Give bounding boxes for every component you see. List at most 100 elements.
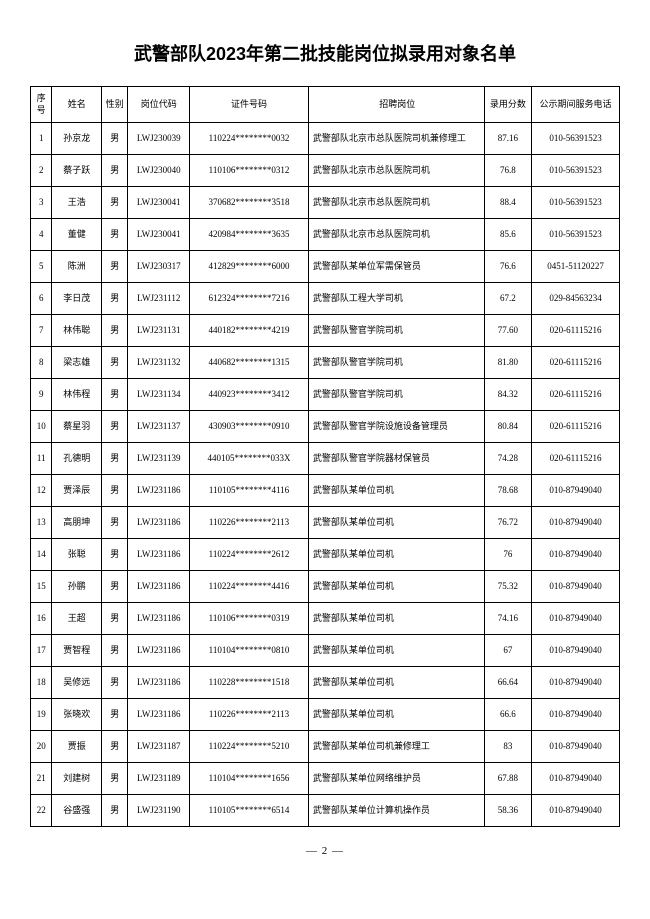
cell: 男 xyxy=(102,507,128,539)
cell: 男 xyxy=(102,123,128,155)
cell: 男 xyxy=(102,795,128,827)
cell: 110224********2612 xyxy=(190,539,309,571)
cell: 010-56391523 xyxy=(532,219,620,251)
cell: 110105********4116 xyxy=(190,475,309,507)
cell: LWJ230039 xyxy=(128,123,190,155)
table-row: 9林伟程男LWJ231134440923********3412武警部队警官学院… xyxy=(31,379,620,411)
cell: 7 xyxy=(31,315,52,347)
cell: 王浩 xyxy=(52,187,102,219)
cell: LWJ231186 xyxy=(128,699,190,731)
cell: 武警部队警官学院设施设备管理员 xyxy=(308,411,484,443)
cell: 87.16 xyxy=(484,123,532,155)
cell: 80.84 xyxy=(484,411,532,443)
table-row: 11孔德明男LWJ231139440105********033X武警部队警官学… xyxy=(31,443,620,475)
cell: LWJ230041 xyxy=(128,187,190,219)
cell: 孔德明 xyxy=(52,443,102,475)
cell: 16 xyxy=(31,603,52,635)
cell: 武警部队某单位军需保管员 xyxy=(308,251,484,283)
cell: 74.16 xyxy=(484,603,532,635)
cell: LWJ230317 xyxy=(128,251,190,283)
cell: 85.6 xyxy=(484,219,532,251)
cell: 男 xyxy=(102,475,128,507)
cell: 66.6 xyxy=(484,699,532,731)
cell: 430903********0910 xyxy=(190,411,309,443)
table-row: 13高朋坤男LWJ231186110226********2113武警部队某单位… xyxy=(31,507,620,539)
cell: 男 xyxy=(102,283,128,315)
cell: 020-61115216 xyxy=(532,347,620,379)
cell: 010-87949040 xyxy=(532,635,620,667)
cell: 李日茂 xyxy=(52,283,102,315)
cell: 男 xyxy=(102,251,128,283)
page-number: — 2 — xyxy=(30,845,620,857)
cell: LWJ231186 xyxy=(128,507,190,539)
cell: LWJ231112 xyxy=(128,283,190,315)
cell: 83 xyxy=(484,731,532,763)
cell: 76.6 xyxy=(484,251,532,283)
cell: 男 xyxy=(102,411,128,443)
cell: 武警部队警官学院司机 xyxy=(308,315,484,347)
cell: 武警部队某单位司机 xyxy=(308,699,484,731)
cell: 男 xyxy=(102,315,128,347)
cell: 010-87949040 xyxy=(532,763,620,795)
cell: LWJ231137 xyxy=(128,411,190,443)
cell: 武警部队某单位网络维护员 xyxy=(308,763,484,795)
cell: 董健 xyxy=(52,219,102,251)
cell: 武警部队某单位司机 xyxy=(308,539,484,571)
table-row: 12贾泽辰男LWJ231186110105********4116武警部队某单位… xyxy=(31,475,620,507)
cell: 010-87949040 xyxy=(532,507,620,539)
cell: LWJ231139 xyxy=(128,443,190,475)
cell: 010-56391523 xyxy=(532,123,620,155)
cell: 刘建树 xyxy=(52,763,102,795)
cell: 8 xyxy=(31,347,52,379)
cell: 10 xyxy=(31,411,52,443)
cell: 6 xyxy=(31,283,52,315)
cell: LWJ231131 xyxy=(128,315,190,347)
cell: 9 xyxy=(31,379,52,411)
cell: 67 xyxy=(484,635,532,667)
cell: 21 xyxy=(31,763,52,795)
cell: 武警部队工程大学司机 xyxy=(308,283,484,315)
cell: 蔡星羽 xyxy=(52,411,102,443)
table-row: 14张聪男LWJ231186110224********2612武警部队某单位司… xyxy=(31,539,620,571)
cell: 贾泽辰 xyxy=(52,475,102,507)
cell: 武警部队某单位司机 xyxy=(308,571,484,603)
cell: 3 xyxy=(31,187,52,219)
cell: 020-61115216 xyxy=(532,315,620,347)
cell: 张聪 xyxy=(52,539,102,571)
cell: 110228********1518 xyxy=(190,667,309,699)
cell: 武警部队北京市总队医院司机兼修理工 xyxy=(308,123,484,155)
cell: 110224********5210 xyxy=(190,731,309,763)
table-row: 3王浩男LWJ230041370682********3518武警部队北京市总队… xyxy=(31,187,620,219)
cell: 张晓欢 xyxy=(52,699,102,731)
cell: 男 xyxy=(102,187,128,219)
table-row: 2蔡子跃男LWJ230040110106********0312武警部队北京市总… xyxy=(31,155,620,187)
cell: 612324********7216 xyxy=(190,283,309,315)
cell: 武警部队北京市总队医院司机 xyxy=(308,219,484,251)
cell: 梁志雄 xyxy=(52,347,102,379)
table-row: 8梁志雄男LWJ231132440682********1315武警部队警官学院… xyxy=(31,347,620,379)
cell: 男 xyxy=(102,155,128,187)
cell: 370682********3518 xyxy=(190,187,309,219)
cell: 110226********2113 xyxy=(190,699,309,731)
table-row: 4董健男LWJ230041420984********3635武警部队北京市总队… xyxy=(31,219,620,251)
cell: 男 xyxy=(102,667,128,699)
cell: LWJ230041 xyxy=(128,219,190,251)
col-code: 岗位代码 xyxy=(128,87,190,123)
cell: 440182********4219 xyxy=(190,315,309,347)
cell: 22 xyxy=(31,795,52,827)
cell: 武警部队某单位计算机操作员 xyxy=(308,795,484,827)
cell: 110106********0312 xyxy=(190,155,309,187)
cell: 孙鹏 xyxy=(52,571,102,603)
cell: 81.80 xyxy=(484,347,532,379)
cell: 武警部队某单位司机 xyxy=(308,667,484,699)
cell: 75.32 xyxy=(484,571,532,603)
table-row: 19张晓欢男LWJ231186110226********2113武警部队某单位… xyxy=(31,699,620,731)
cell: LWJ231186 xyxy=(128,539,190,571)
cell: 66.64 xyxy=(484,667,532,699)
cell: 110105********6514 xyxy=(190,795,309,827)
cell: 4 xyxy=(31,219,52,251)
cell: 010-87949040 xyxy=(532,571,620,603)
cell: 010-56391523 xyxy=(532,187,620,219)
cell: 74.28 xyxy=(484,443,532,475)
col-seq: 序号 xyxy=(31,87,52,123)
